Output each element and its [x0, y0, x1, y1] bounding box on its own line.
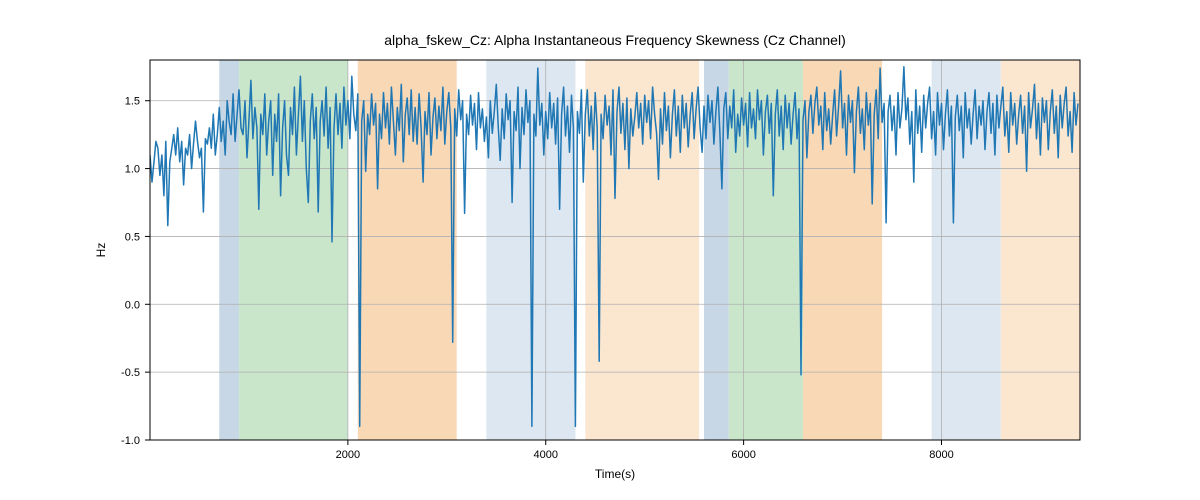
x-axis-label: Time(s) — [595, 467, 635, 481]
y-tick-label: -0.5 — [121, 367, 140, 379]
chart-svg: 2000 4000 6000 8000 -1.0 -0.5 0.0 0.5 1.0 1.5 Time… — [0, 0, 1200, 500]
chart-container: 2000 4000 6000 8000 -1.0 -0.5 0.0 0.5 1.0 1.5 Time… — [0, 0, 1200, 500]
x-tick-label: 2000 — [336, 449, 360, 461]
y-axis-label: Hz — [94, 243, 108, 258]
x-tick-label: 4000 — [534, 449, 558, 461]
y-tick-label: 1.0 — [125, 164, 140, 176]
y-tick-label: -1.0 — [121, 435, 140, 447]
x-tick-label: 8000 — [929, 449, 953, 461]
y-tick-label: 0.5 — [125, 231, 140, 243]
x-tick-label: 6000 — [731, 449, 755, 461]
band-5 — [704, 60, 729, 440]
chart-title: alpha_fskew_Cz: Alpha Instantaneous Freq… — [384, 32, 845, 48]
y-tick-label: 1.5 — [125, 96, 140, 108]
y-tick-label: 0.0 — [125, 299, 140, 311]
